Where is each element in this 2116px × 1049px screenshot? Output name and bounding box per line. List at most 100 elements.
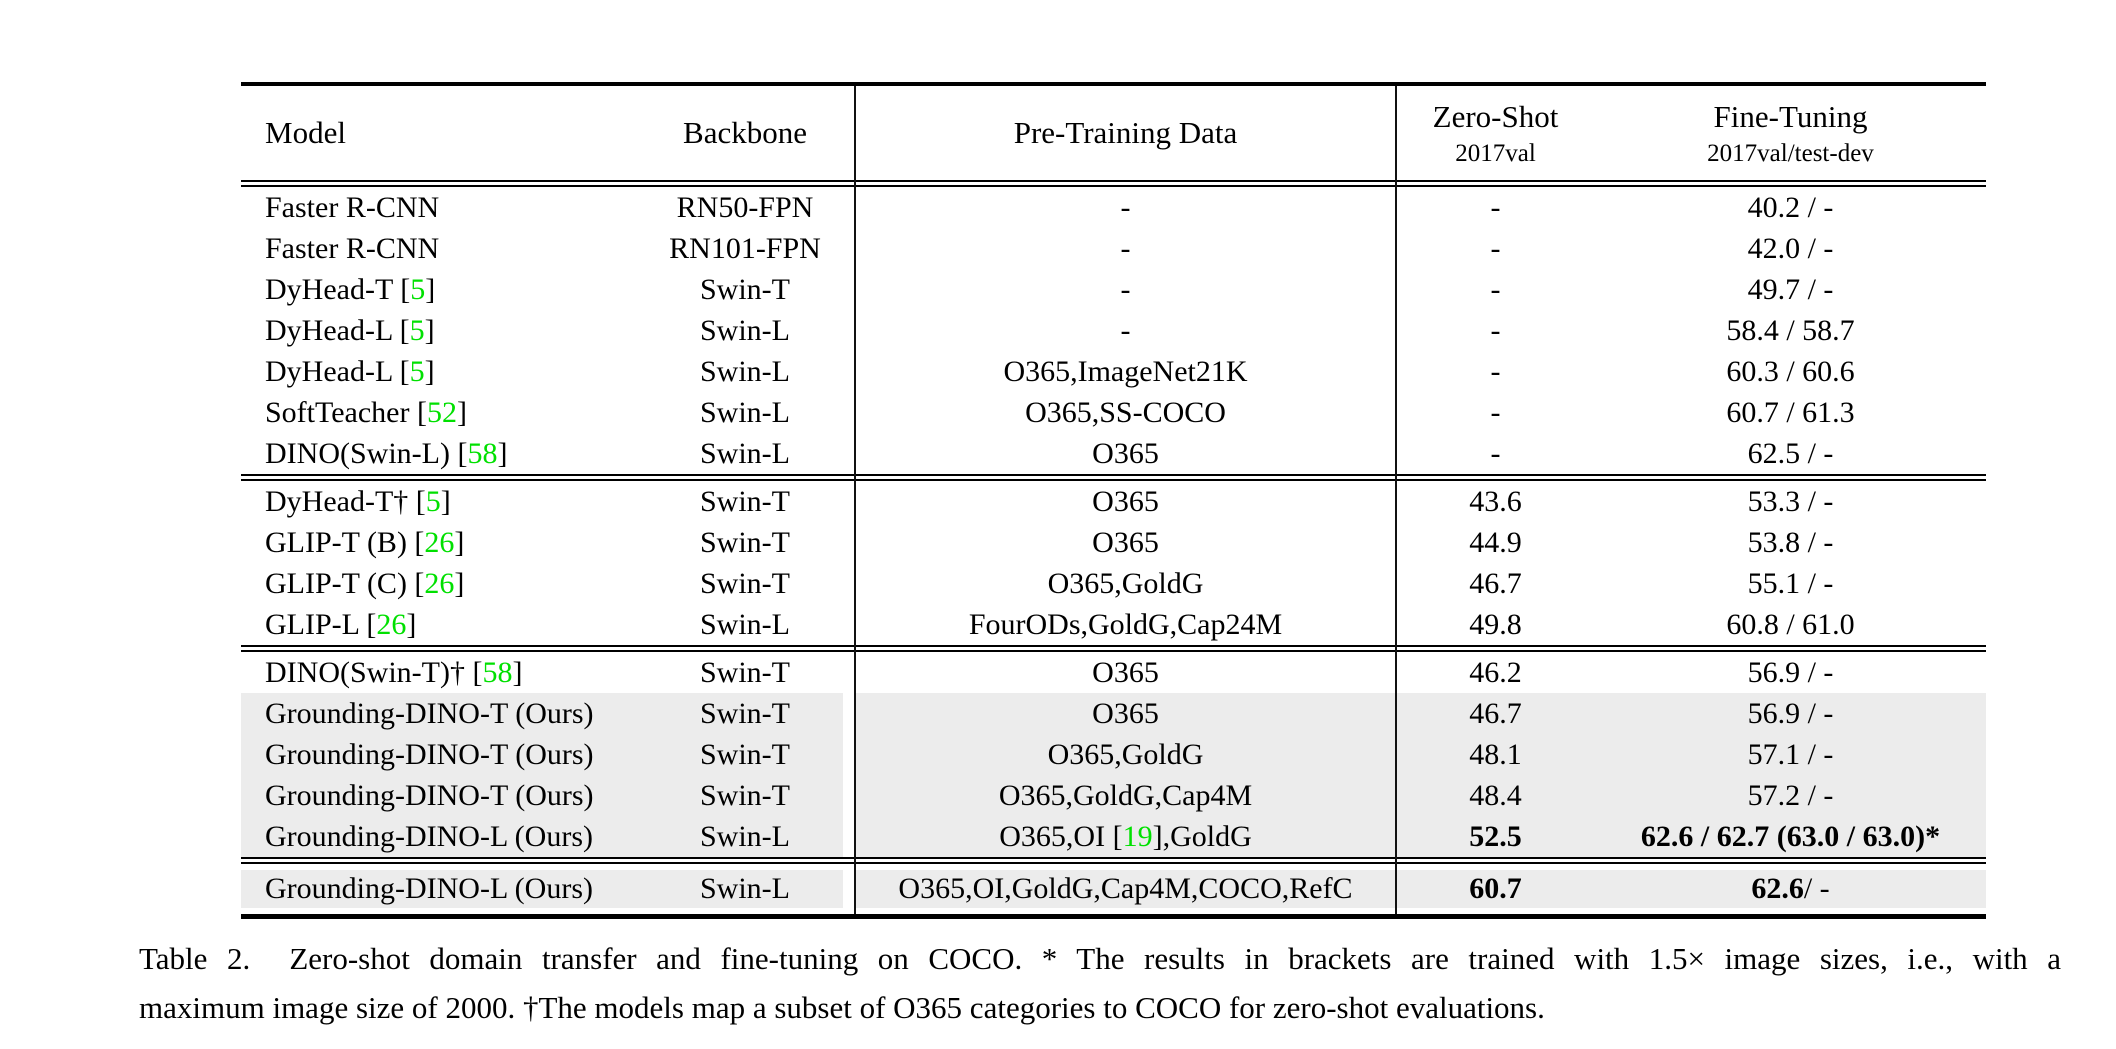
cell-model: GLIP-L [26] [265, 607, 417, 641]
citation-ref[interactable]: 5 [410, 272, 426, 306]
cell-model: Faster R-CNN [265, 190, 440, 224]
column-header-fine-tuning: Fine-Tuning 2017val/test-dev [1595, 99, 1986, 168]
cell-backbone: Swin-T [647, 775, 843, 816]
cell-zero-shot: - [1490, 436, 1501, 470]
cell-zero-shot: 49.8 [1469, 607, 1522, 641]
table-row: Grounding-DINO-T (Ours) Swin-T O365 46.7 56.… [241, 693, 1986, 734]
cell-model: DyHead-L [5] [265, 313, 435, 347]
cell-zero-shot: - [1490, 231, 1501, 265]
cell-pretraining: O365,GoldG [1047, 566, 1204, 600]
citation-ref[interactable]: 5 [425, 484, 441, 518]
table-caption: Table 2. Zero-shot domain transfer and f… [139, 934, 2061, 1032]
cell-zero-shot: - [1490, 395, 1501, 429]
cell-pretraining: O365,OI,GoldG,Cap4M,COCO,RefC [855, 870, 1396, 908]
cell-model: DyHead-T [5] [265, 272, 436, 306]
column-header-model: Model [265, 115, 346, 150]
cell-pretraining: O365,GoldG [855, 734, 1396, 775]
table-row: DyHead-L [5] Swin-L - - 58.4 / 58.7 [241, 310, 1986, 351]
bottom-rule [241, 914, 1986, 919]
table-row: Grounding-DINO-T (Ours) Swin-T O365,GoldG,… [241, 775, 1986, 816]
cell-fine-tuning: 55.1 / - [1747, 566, 1834, 600]
fine-tuning-subtitle: 2017val/test-dev [1707, 139, 1874, 167]
citation-ref[interactable]: 26 [424, 566, 455, 600]
cell-backbone: Swin-L [647, 816, 843, 857]
cell-model: GLIP-T (C) [26] [265, 566, 465, 600]
fine-tuning-title: Fine-Tuning [1713, 98, 1868, 134]
table-row: Faster R-CNN RN101-FPN - - 42.0 / - [241, 228, 1986, 269]
cell-pretraining: O365 [1092, 436, 1159, 470]
cell-backbone: Swin-T [647, 734, 843, 775]
cell-zero-shot: 52.5 [1396, 816, 1595, 857]
cell-fine-tuning: 53.8 / - [1747, 525, 1834, 559]
bold-value: 62.6 / 62.7 (63.0 / 63.0)* [1640, 819, 1941, 853]
cell-backbone: Swin-L [700, 313, 790, 347]
cell-fine-tuning: 49.7 / - [1747, 272, 1834, 306]
cell-backbone: Swin-T [700, 566, 790, 600]
table-row: SoftTeacher [52] Swin-L O365,SS-COCO - 60.7 … [241, 392, 1986, 433]
cell-pretraining: O365 [1092, 655, 1159, 689]
cell-zero-shot: - [1490, 190, 1501, 224]
group-separator-rule [241, 857, 1986, 864]
cell-backbone: Swin-T [700, 484, 790, 518]
cell-model: Grounding-DINO-T (Ours) [241, 734, 647, 775]
zero-shot-subtitle: 2017val [1455, 139, 1536, 167]
cell-fine-tuning: 56.9 / - [1747, 655, 1834, 689]
cell-pretraining: FourODs,GoldG,Cap24M [968, 607, 1283, 641]
table-row: GLIP-T (B) [26] Swin-T O365 44.9 53.8 / - [241, 522, 1986, 563]
citation-ref[interactable]: 52 [426, 395, 457, 429]
cell-backbone: RN101-FPN [669, 231, 821, 265]
citation-ref[interactable]: 58 [467, 436, 498, 470]
cell-pretraining: - [1120, 190, 1131, 224]
cell-backbone: Swin-T [700, 272, 790, 306]
cell-fine-tuning: 62.5 / - [1747, 436, 1834, 470]
cell-model: DyHead-T† [5] [265, 484, 451, 518]
cell-backbone: Swin-L [700, 354, 790, 388]
cell-zero-shot: 48.1 [1396, 734, 1595, 775]
cell-fine-tuning: 42.0 / - [1747, 231, 1834, 265]
cell-fine-tuning: 60.8 / 61.0 [1726, 607, 1855, 641]
cell-model: DyHead-L [5] [265, 354, 435, 388]
cell-model: DINO(Swin-L) [58] [265, 436, 508, 470]
cell-pretraining: O365,ImageNet21K [1003, 354, 1248, 388]
header-rule [241, 180, 1986, 187]
caption-line-2: maximum image size of 2000. †The models … [139, 990, 1545, 1025]
cell-pretraining: - [1120, 231, 1131, 265]
citation-ref[interactable]: 5 [409, 313, 425, 347]
cell-pretraining: O365,OI [19],GoldG [855, 816, 1396, 857]
cell-pretraining: - [1120, 272, 1131, 306]
cell-pretraining: O365,GoldG,Cap4M [855, 775, 1396, 816]
column-header-zero-shot: Zero-Shot 2017val [1396, 99, 1595, 168]
cell-model: Faster R-CNN [265, 231, 440, 265]
cell-pretraining: O365 [1092, 484, 1159, 518]
column-divider [854, 86, 856, 914]
citation-ref[interactable]: 58 [482, 655, 513, 689]
cell-fine-tuning: 60.7 / 61.3 [1726, 395, 1855, 429]
table-body: Faster R-CNN RN50-FPN - -40.2 / - Faster R-C… [241, 187, 1986, 908]
cell-fine-tuning: 56.9 / - [1595, 693, 1986, 734]
cell-backbone: Swin-L [700, 607, 790, 641]
table-header-row: Model Backbone Pre-Training Data Zero-Sh… [241, 86, 1986, 180]
table-row: DyHead-T [5] Swin-T - - 49.7 / - [241, 269, 1986, 310]
cell-fine-tuning: 60.3 / 60.6 [1726, 354, 1855, 388]
table-row: Faster R-CNN RN50-FPN - - 40.2 / - [241, 187, 1986, 228]
cell-backbone: Swin-T [700, 655, 790, 689]
cell-backbone: RN50-FPN [676, 190, 814, 224]
group-separator-rule [241, 645, 1986, 652]
cell-backbone: Swin-L [647, 870, 843, 908]
citation-ref[interactable]: 26 [424, 525, 455, 559]
cell-fine-tuning: 53.3 / - [1747, 484, 1834, 518]
cell-pretraining: - [1120, 313, 1131, 347]
cell-zero-shot: - [1490, 272, 1501, 306]
cell-zero-shot: - [1490, 313, 1501, 347]
cell-fine-tuning: 62.6 / 62.7 (63.0 / 63.0)* [1595, 816, 1986, 857]
results-table: Model Backbone Pre-Training Data Zero-Sh… [241, 82, 1986, 919]
cell-model: Grounding-DINO-T (Ours) [241, 775, 647, 816]
citation-ref[interactable]: 19 [1122, 819, 1153, 853]
cell-pretraining: O365 [1092, 525, 1159, 559]
cell-zero-shot: 46.2 [1469, 655, 1522, 689]
citation-ref[interactable]: 26 [376, 607, 407, 641]
table-row: GLIP-T (C) [26] Swin-T O365,GoldG 46.7 55.1 … [241, 563, 1986, 604]
cell-zero-shot: 60.7 [1396, 870, 1595, 908]
cell-model: DINO(Swin-T)† [58] [265, 655, 523, 689]
citation-ref[interactable]: 5 [409, 354, 425, 388]
